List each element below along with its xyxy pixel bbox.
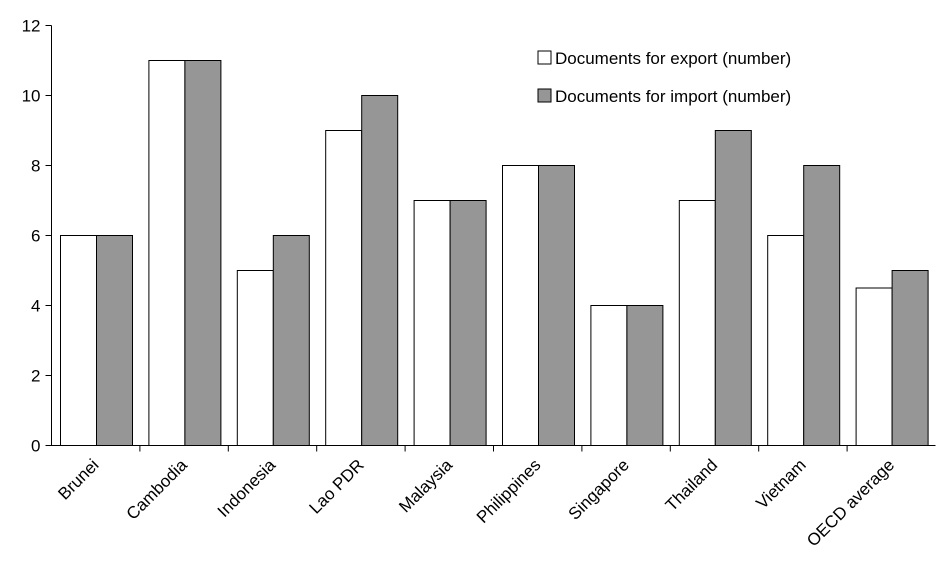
x-category-label: Philippines — [473, 455, 545, 527]
x-category-label: Malaysia — [395, 455, 456, 516]
bar-import — [891, 270, 929, 446]
bar-import — [449, 200, 487, 446]
x-category-label: Singapore — [565, 455, 633, 523]
bar-import — [714, 130, 752, 446]
bar-export — [590, 305, 628, 446]
x-axis: Brunei Cambodia Indonesia Lao PDR Malaysia Ph… — [51, 445, 936, 550]
y-axis: 0 2 4 6 8 10 12 — [22, 17, 52, 456]
bar-export — [148, 60, 186, 446]
bar-import — [184, 60, 222, 446]
bar-import — [361, 95, 399, 446]
bar-import — [626, 305, 664, 446]
legend-swatch-export — [537, 50, 552, 65]
bars — [60, 60, 929, 446]
x-category-label: Lao PDR — [306, 455, 368, 517]
x-category-label: Indonesia — [214, 455, 280, 521]
bar-export — [855, 287, 893, 446]
legend-label-import: Documents for import (number) — [555, 87, 791, 106]
bar-import — [803, 165, 841, 446]
x-category-label: OECD average — [803, 455, 898, 550]
legend: Documents for export (number) Documents … — [537, 49, 791, 106]
bar-export — [325, 130, 363, 446]
y-tick-label: 6 — [31, 227, 40, 246]
bar-export — [413, 200, 451, 446]
legend-swatch-import — [537, 88, 552, 103]
y-tick-label: 10 — [22, 87, 41, 106]
y-tick-label: 4 — [31, 297, 40, 316]
y-tick-label: 8 — [31, 157, 40, 176]
x-category-label: Thailand — [662, 455, 722, 515]
bar-export — [236, 270, 274, 446]
y-tick-label: 2 — [31, 367, 40, 386]
y-tick-label: 0 — [31, 437, 40, 456]
bar-import — [272, 235, 310, 446]
bar-import — [538, 165, 575, 446]
bar-export — [502, 165, 539, 446]
bar-import — [96, 235, 133, 446]
y-tick-label: 12 — [22, 17, 41, 36]
x-category-label: Cambodia — [123, 455, 192, 524]
bar-export — [767, 235, 805, 446]
bar-export — [60, 235, 97, 446]
bar-export — [678, 200, 716, 446]
x-category-label: Brunei — [54, 455, 102, 503]
x-category-label: Vietnam — [752, 455, 809, 512]
legend-label-export: Documents for export (number) — [555, 49, 791, 68]
